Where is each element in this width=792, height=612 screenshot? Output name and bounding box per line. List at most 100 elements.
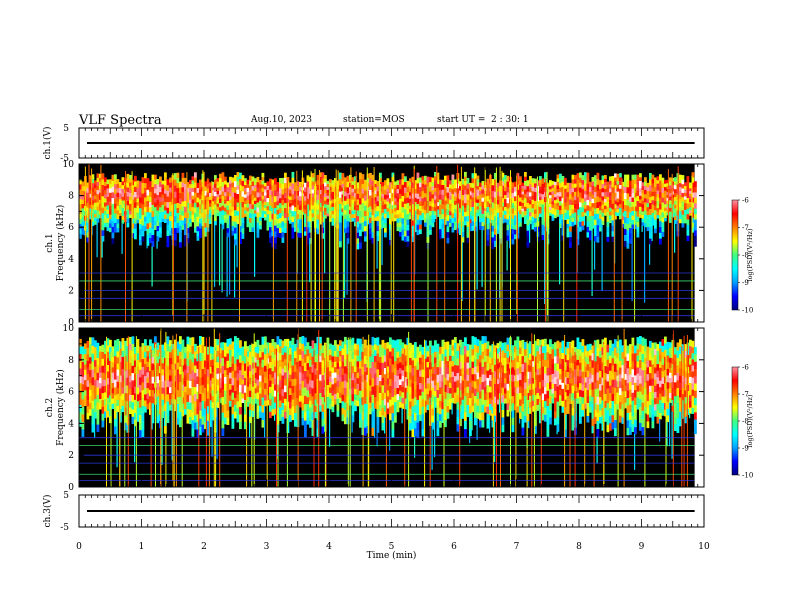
- spectrogram-cell: [229, 366, 232, 373]
- spectrogram-cell: [124, 370, 127, 379]
- spectrogram-cell: [304, 209, 307, 214]
- spectrogram-cell: [234, 383, 237, 392]
- spectrogram-cell: [461, 205, 465, 211]
- spectrogram-cell: [209, 386, 212, 394]
- spectrogram-cell: [579, 206, 582, 213]
- spectrogram-cell: [599, 201, 602, 207]
- spectrogram-cell: [444, 216, 447, 221]
- spectrogram-cell: [324, 211, 327, 215]
- spectrogram-cell: [341, 387, 345, 395]
- spectrogram-cell: [481, 225, 485, 231]
- spectrogram-cell: [396, 197, 400, 202]
- spectrogram-cell: [331, 383, 335, 390]
- spectrogram-cell: [254, 184, 257, 189]
- spectrogram-cell: [146, 183, 150, 190]
- spectrogram-cell: [151, 198, 155, 205]
- spectrogram-cell: [259, 405, 262, 412]
- spectrogram-cell: [239, 399, 242, 407]
- spectrogram-cell: [494, 172, 497, 180]
- spectrogram-cell: [364, 339, 367, 348]
- spectrogram-cell: [339, 209, 342, 217]
- spectrogram-cell: [199, 418, 202, 427]
- spectrogram-cell: [339, 172, 342, 180]
- spectrogram-cell: [494, 234, 497, 241]
- spectrogram-cell: [634, 183, 637, 189]
- spectrogram-cell: [256, 212, 260, 218]
- spectrogram-cell: [419, 196, 422, 202]
- spectrogram-cell: [329, 179, 332, 184]
- spectrogram-cell: [101, 218, 105, 225]
- spectrogram-cell: [401, 229, 405, 236]
- spectrogram-cell: [211, 195, 215, 199]
- spectrogram-cell: [291, 399, 295, 407]
- spectrogram-cell: [216, 212, 220, 217]
- spectrogram-cell: [411, 176, 415, 183]
- spectrogram-cell: [149, 370, 152, 378]
- spectrogram-cell: [134, 419, 137, 427]
- spectrogram-cell: [209, 393, 212, 401]
- spectrogram-cell: [406, 197, 410, 204]
- spectrogram-cell: [306, 238, 310, 245]
- spectrogram-cell: [201, 344, 205, 354]
- spectrogram-cell: [669, 199, 672, 205]
- spectrogram-cell: [684, 192, 687, 197]
- spectrogram-cell: [181, 371, 185, 379]
- spectrogram-cell: [119, 196, 122, 200]
- spectrogram-cell: [264, 336, 267, 343]
- spectrogram-cell: [304, 222, 307, 227]
- spectrogram-cell: [181, 384, 185, 391]
- spectrogram-cell: [166, 415, 170, 423]
- spectrogram-cell: [101, 195, 105, 202]
- spectrogram-cell: [134, 212, 137, 219]
- spectrogram-cell: [476, 185, 480, 190]
- spectrogram-cell: [211, 346, 215, 354]
- spectrogram-cell: [376, 210, 380, 217]
- spectrogram-cell: [686, 203, 690, 209]
- spectrogram-cell: [469, 182, 472, 188]
- spectrogram-cell: [531, 203, 535, 209]
- spectrogram-cell: [314, 349, 317, 356]
- spectrogram-cell: [264, 201, 267, 205]
- spectrogram-cell: [344, 205, 347, 210]
- spectrogram-cell: [486, 206, 490, 213]
- spectrogram-cell: [586, 226, 590, 233]
- spectrogram-cell: [576, 220, 580, 228]
- spectrogram-cell: [116, 381, 120, 388]
- spectrogram-cell: [496, 225, 500, 230]
- spectrogram-cell: [299, 342, 302, 350]
- spectrogram-cell: [304, 395, 307, 404]
- spectrogram-cell: [159, 191, 162, 198]
- spectrogram-cell: [131, 358, 135, 366]
- spectrogram-cell: [351, 351, 355, 360]
- spectrogram-cell: [96, 372, 100, 381]
- spectrogram-cell: [344, 232, 346, 298]
- spectrogram-cell: [116, 411, 118, 468]
- spectrogram-cell: [459, 216, 462, 222]
- spectrogram-cell: [321, 194, 325, 201]
- spectrogram-cell: [314, 380, 317, 388]
- spectrogram-cell: [326, 213, 330, 217]
- spectrogram-cell: [381, 220, 385, 225]
- spectrogram-cell: [266, 342, 270, 348]
- spectrogram-cell: [491, 231, 495, 238]
- spectrogram-cell: [584, 183, 587, 188]
- spectrogram-cell: [621, 185, 625, 190]
- spectrogram-cell: [274, 366, 277, 373]
- spectrogram-cell: [496, 212, 500, 217]
- spectrogram-cell: [79, 346, 82, 354]
- spectrogram-cell: [311, 427, 315, 437]
- spectrogram-cell: [471, 192, 475, 198]
- spectrogram-cell: [321, 172, 325, 179]
- spectrogram-cell: [329, 398, 332, 404]
- spectrogram-cell: [289, 219, 292, 224]
- spectrogram-cell: [151, 204, 155, 211]
- spectrogram-cell: [606, 221, 610, 227]
- spectrogram-cell: [339, 397, 342, 403]
- spectrogram-cell: [656, 176, 660, 181]
- spectrogram-cell: [251, 392, 255, 399]
- spectrogram-cell: [376, 195, 380, 202]
- spectrogram-cell: [316, 411, 320, 421]
- spectrogram-cell: [476, 178, 480, 183]
- spectrogram-cell: [89, 204, 92, 209]
- spectrogram-cell: [386, 184, 390, 189]
